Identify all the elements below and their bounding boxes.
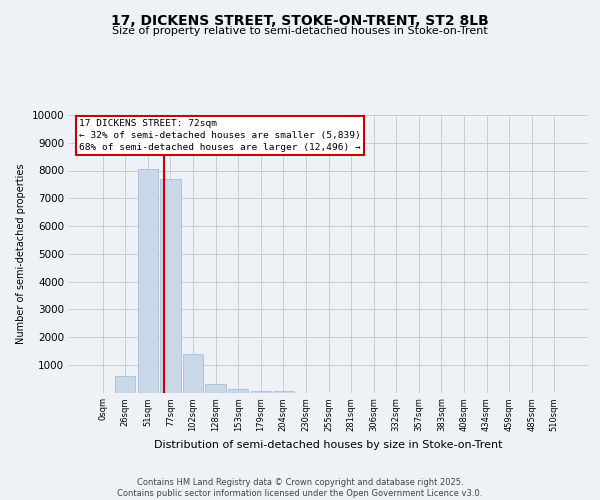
Text: 17 DICKENS STREET: 72sqm
← 32% of semi-detached houses are smaller (5,839)
68% o: 17 DICKENS STREET: 72sqm ← 32% of semi-d… [79, 119, 361, 152]
Y-axis label: Number of semi-detached properties: Number of semi-detached properties [16, 164, 26, 344]
Text: Contains HM Land Registry data © Crown copyright and database right 2025.
Contai: Contains HM Land Registry data © Crown c… [118, 478, 482, 498]
Bar [228, 389, 248, 392]
Text: Size of property relative to semi-detached houses in Stoke-on-Trent: Size of property relative to semi-detach… [112, 26, 488, 36]
Bar [138, 169, 158, 392]
Text: 17, DICKENS STREET, STOKE-ON-TRENT, ST2 8LB: 17, DICKENS STREET, STOKE-ON-TRENT, ST2 … [111, 14, 489, 28]
Bar [115, 376, 136, 392]
X-axis label: Distribution of semi-detached houses by size in Stoke-on-Trent: Distribution of semi-detached houses by … [154, 440, 503, 450]
Bar [251, 390, 271, 392]
Bar [205, 384, 226, 392]
Bar [183, 354, 203, 393]
Bar [160, 179, 181, 392]
